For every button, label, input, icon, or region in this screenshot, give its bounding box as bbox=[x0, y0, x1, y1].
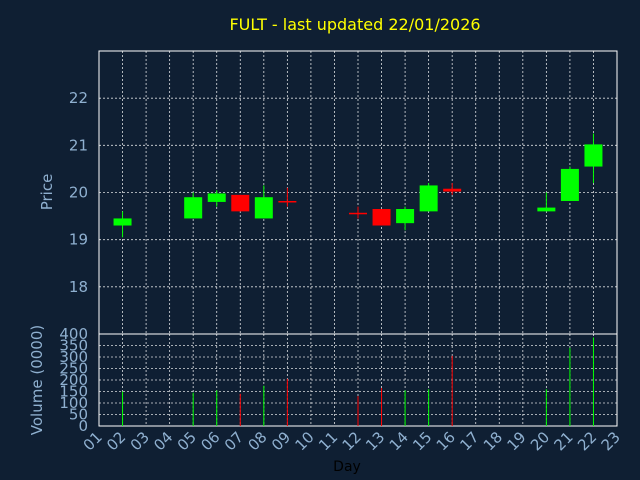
x-tick-label: 16 bbox=[433, 428, 459, 454]
x-tick-label: 05 bbox=[174, 428, 200, 454]
candle-12 bbox=[349, 206, 367, 219]
candle-body bbox=[184, 197, 203, 219]
x-tick-label: 14 bbox=[386, 428, 412, 454]
x-tick-label: 02 bbox=[103, 428, 129, 454]
x-tick-label: 15 bbox=[409, 428, 435, 454]
candle-body bbox=[419, 185, 438, 212]
price-tick-label: 22 bbox=[69, 89, 88, 107]
price-grid bbox=[99, 51, 617, 334]
volume-tick-label: 300 bbox=[59, 348, 88, 366]
price-y-ticks: 18 19 20 21 22 bbox=[69, 89, 88, 296]
candle-body bbox=[231, 194, 250, 212]
x-tick-label: 19 bbox=[503, 428, 529, 454]
x-tick-label: 20 bbox=[527, 428, 553, 454]
candles bbox=[113, 133, 603, 238]
x-axis-ticks: 0102030405060708091011121314151617181920… bbox=[80, 428, 624, 454]
x-tick-label: 13 bbox=[362, 428, 388, 454]
chart-title: FULT - last updated 22/01/2026 bbox=[229, 15, 480, 34]
candle-14 bbox=[396, 206, 415, 231]
candle-21 bbox=[560, 166, 579, 201]
candle-05 bbox=[184, 192, 203, 219]
volume-tick-label: 50 bbox=[69, 406, 88, 424]
candle-body bbox=[584, 144, 603, 167]
candle-07 bbox=[231, 194, 250, 212]
x-tick-label: 04 bbox=[150, 428, 176, 454]
x-tick-label: 21 bbox=[551, 428, 577, 454]
price-tick-label: 19 bbox=[69, 231, 88, 249]
x-axis-label: Day bbox=[333, 459, 361, 475]
candle-13 bbox=[372, 209, 391, 226]
price-axis-label: Price bbox=[38, 174, 56, 211]
x-tick-label: 17 bbox=[456, 428, 482, 454]
volume-tick-label: 200 bbox=[59, 371, 88, 389]
price-tick-label: 18 bbox=[69, 278, 88, 296]
x-tick-label: 11 bbox=[315, 428, 341, 454]
x-tick-label: 23 bbox=[598, 428, 624, 454]
candle-22 bbox=[584, 133, 603, 184]
x-tick-label: 06 bbox=[197, 428, 223, 454]
candle-body bbox=[349, 212, 367, 215]
x-tick-label: 18 bbox=[480, 428, 506, 454]
x-tick-label: 12 bbox=[339, 428, 365, 454]
candle-20 bbox=[537, 192, 556, 212]
x-tick-label: 07 bbox=[221, 428, 247, 454]
volume-tick-label: 350 bbox=[59, 337, 88, 355]
volume-tick-label: 400 bbox=[59, 325, 88, 343]
x-tick-label: 08 bbox=[244, 428, 270, 454]
x-tick-label: 09 bbox=[268, 428, 294, 454]
candle-body bbox=[560, 168, 579, 201]
candle-body bbox=[372, 209, 391, 226]
candle-15 bbox=[419, 183, 438, 212]
candle-body bbox=[443, 188, 462, 192]
x-tick-label: 03 bbox=[127, 428, 153, 454]
volume-bars bbox=[122, 337, 594, 426]
candle-08 bbox=[254, 185, 273, 219]
x-tick-label: 22 bbox=[574, 428, 600, 454]
price-tick-label: 21 bbox=[69, 136, 88, 154]
candle-body bbox=[113, 218, 132, 226]
volume-tick-label: 0 bbox=[78, 417, 88, 435]
candle-body bbox=[278, 200, 297, 203]
volume-tick-label: 250 bbox=[59, 360, 88, 378]
candle-body bbox=[396, 209, 415, 224]
price-tick-label: 20 bbox=[69, 184, 88, 202]
price-panel: 18 19 20 21 22 Price bbox=[38, 50, 618, 335]
x-tick-label: 10 bbox=[292, 428, 318, 454]
candle-body bbox=[254, 197, 273, 219]
candle-body bbox=[207, 193, 226, 202]
candle-16 bbox=[443, 183, 462, 195]
volume-axis-label: Volume (0000) bbox=[28, 325, 46, 435]
candle-02 bbox=[113, 211, 132, 238]
candle-09 bbox=[278, 187, 297, 207]
volume-tick-label: 100 bbox=[59, 394, 88, 412]
candle-body bbox=[537, 207, 556, 212]
candle-06 bbox=[207, 190, 226, 207]
volume-tick-label: 150 bbox=[59, 383, 88, 401]
